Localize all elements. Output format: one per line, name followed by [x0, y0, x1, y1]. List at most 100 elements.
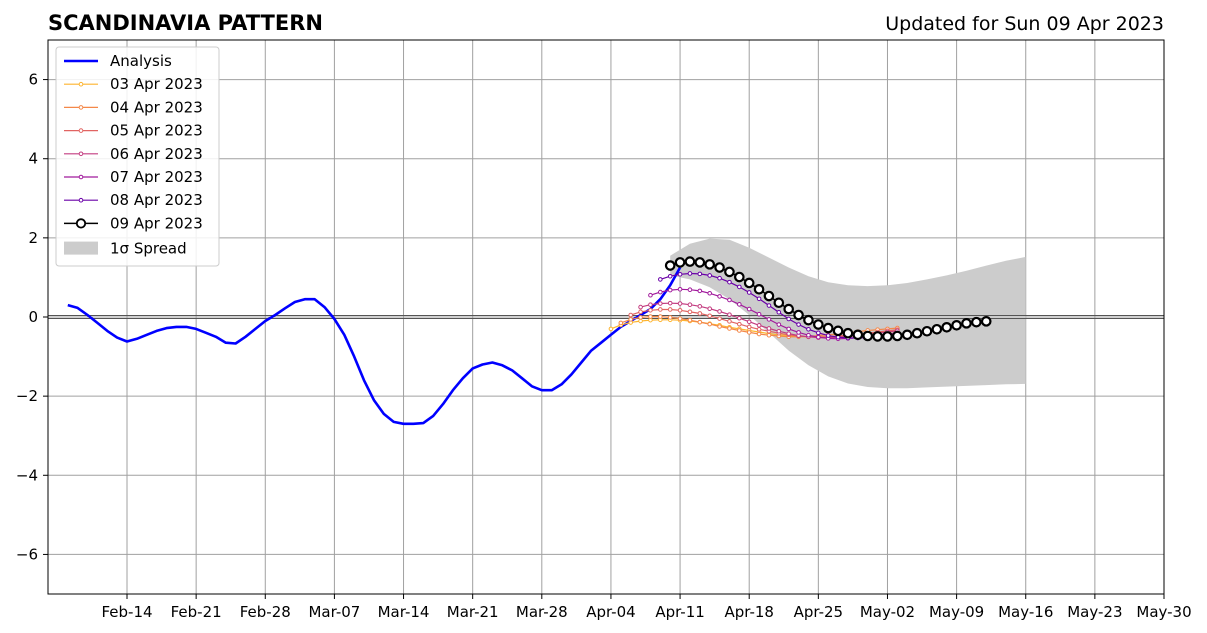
legend-label: 1σ Spread [110, 240, 187, 258]
forecast-point [746, 319, 752, 325]
forecast-point [832, 325, 844, 337]
forecast-point [961, 318, 972, 329]
legend: Analysis 03 Apr 2023 04 Apr 2023 05 Apr 202… [55, 46, 220, 267]
x-tick-label: Apr-04 [586, 603, 636, 621]
x-tick-label: Mar-21 [447, 603, 499, 621]
forecast-point [694, 257, 706, 268]
forecast-point [727, 297, 732, 303]
y-tick-label: −2 [16, 387, 38, 405]
forecast-point [776, 322, 782, 327]
y-tick-label: −4 [16, 466, 38, 484]
forecast-point [674, 257, 686, 268]
forecast-point [684, 256, 696, 267]
forecast-point [746, 324, 752, 330]
legend-swatch-spread [64, 241, 98, 255]
forecast-point [822, 322, 834, 334]
forecast-point [980, 316, 992, 327]
chart-subtitle: Updated for Sun 09 Apr 2023 [885, 13, 1164, 35]
forecast-point [677, 271, 683, 277]
forecast-point [766, 303, 772, 308]
forecast-point [704, 259, 715, 270]
y-tick-label: 6 [28, 71, 38, 89]
forecast-point [687, 302, 693, 308]
legend-label: 06 Apr 2023 [110, 145, 203, 163]
forecast-point [734, 271, 745, 283]
forecast-point [756, 296, 762, 302]
forecast-point [717, 275, 722, 281]
forecast-point [717, 294, 722, 299]
y-tick-label: −6 [16, 545, 38, 563]
forecast-point [766, 326, 772, 331]
forecast-point [971, 316, 982, 328]
legend-swatch-marker [75, 218, 87, 229]
forecast-point [648, 314, 653, 319]
x-axis: Feb-14 Feb-21 Feb-28 Mar-07 Mar-14 Mar-21 Mar-… [101, 594, 1192, 621]
forecast-point [667, 273, 673, 279]
forecast-point [746, 306, 752, 312]
forecast-point [756, 323, 762, 328]
legend-label: 09 Apr 2023 [110, 214, 203, 232]
forecast-point [658, 277, 663, 282]
forecast-point [628, 317, 633, 322]
forecast-point [756, 326, 762, 332]
forecast-point [658, 301, 663, 306]
forecast-point [707, 321, 712, 327]
forecast-point [737, 328, 742, 333]
forecast-point [727, 279, 732, 285]
forecast-point [638, 318, 643, 324]
analysis-line [67, 266, 682, 426]
forecast-point [813, 319, 824, 330]
forecast-point [766, 332, 772, 338]
forecast-point [608, 326, 614, 332]
forecast-point [638, 315, 643, 320]
forecast-point [717, 316, 722, 321]
spread-area [670, 238, 1026, 389]
legend-label: 04 Apr 2023 [110, 98, 203, 116]
legend-swatch-marker [78, 174, 84, 180]
forecast-point [628, 312, 633, 318]
forecast-point [921, 325, 933, 337]
x-tick-label: May-30 [1136, 603, 1191, 621]
legend-swatch-marker [78, 128, 84, 133]
spread-band [670, 238, 1026, 389]
forecast-point [766, 317, 772, 322]
x-tick-label: May-16 [998, 603, 1053, 621]
legend-label: 03 Apr 2023 [110, 75, 203, 93]
forecast-point [737, 321, 742, 327]
forecast-point [803, 314, 814, 326]
forecast-point [941, 321, 953, 333]
forecast-point [658, 314, 663, 319]
forecast-point [737, 315, 742, 321]
forecast-point [677, 316, 683, 321]
forecast-point [776, 309, 782, 315]
x-tick-label: Mar-14 [378, 603, 430, 621]
forecast-point [677, 307, 683, 313]
forecast-point [677, 287, 683, 292]
forecast-point [786, 331, 792, 336]
forecast-point [648, 302, 653, 308]
forecast-point [648, 317, 653, 323]
y-tick-label: 0 [28, 308, 38, 326]
forecast-point [746, 290, 752, 295]
legend-swatch-marker [78, 105, 84, 110]
forecast-point [753, 283, 765, 295]
forecast-point [825, 333, 831, 338]
legend-label: 08 Apr 2023 [110, 191, 203, 209]
forecast-point [648, 292, 653, 298]
x-tick-label: Apr-18 [724, 603, 774, 621]
y-axis: −6 −4 −2 0 2 4 6 [16, 71, 48, 563]
forecast-series [608, 256, 992, 342]
forecast-point [852, 329, 864, 341]
analysis-series [67, 266, 682, 426]
forecast-point [882, 331, 893, 342]
forecast-point [743, 277, 755, 289]
forecast-point [667, 315, 673, 320]
forecast-point [816, 334, 821, 340]
forecast-point [697, 319, 703, 325]
x-tick-label: Apr-25 [794, 603, 844, 621]
x-tick-label: Feb-21 [171, 603, 222, 621]
forecast-09-apr-2023 [664, 256, 992, 342]
forecast-point [667, 300, 673, 306]
forecast-point [796, 322, 801, 327]
forecast-point [746, 330, 752, 335]
